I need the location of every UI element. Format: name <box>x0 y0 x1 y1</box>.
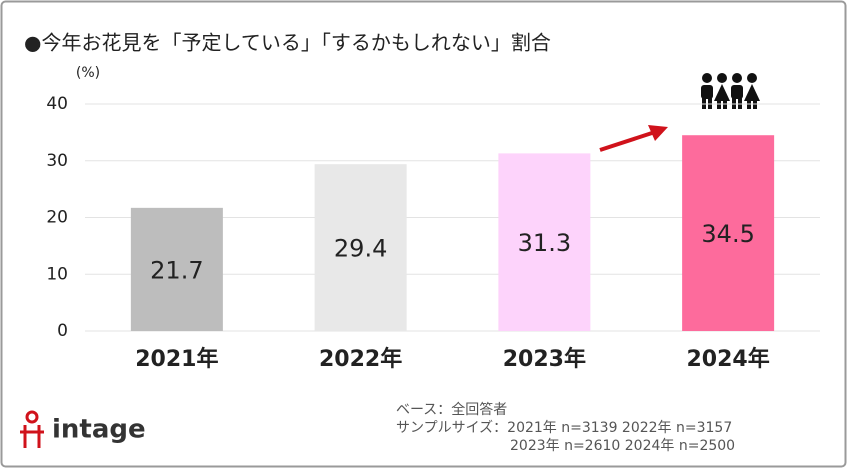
bar <box>498 153 591 331</box>
x-tick-label: 2021年 <box>135 346 218 372</box>
logo-text: intage <box>52 415 146 445</box>
data-label: 29.4 <box>334 235 387 263</box>
logo-mark <box>20 410 44 448</box>
y-tick-label: 10 <box>46 264 68 284</box>
x-tick-label: 2023年 <box>503 346 586 372</box>
data-label: 21.7 <box>150 256 203 284</box>
x-tick-label: 2024年 <box>687 346 770 372</box>
y-tick-label: 0 <box>57 321 68 341</box>
y-tick-label: 20 <box>46 208 68 228</box>
y-tick-label: 30 <box>46 151 68 171</box>
note: ベース：全回答者 <box>396 401 507 418</box>
data-label: 31.3 <box>518 229 571 257</box>
bar <box>314 164 407 331</box>
y-tick-label: 40 <box>46 94 68 114</box>
arrow <box>599 125 668 152</box>
x-tick-label: 2022年 <box>319 346 402 372</box>
people-icon <box>701 73 760 109</box>
note: 2023年 n=2610 2024年 n=2500 <box>510 438 735 454</box>
data-label: 34.5 <box>701 220 754 248</box>
note: サンプルサイズ：2021年 n=3139 2022年 n=3157 <box>396 420 732 436</box>
bar <box>130 207 223 331</box>
y-axis-unit: (%) <box>76 65 100 81</box>
chart-title: ●今年お花見を「予定している」「するかもしれない」割合 <box>24 31 551 55</box>
bar <box>682 135 775 331</box>
